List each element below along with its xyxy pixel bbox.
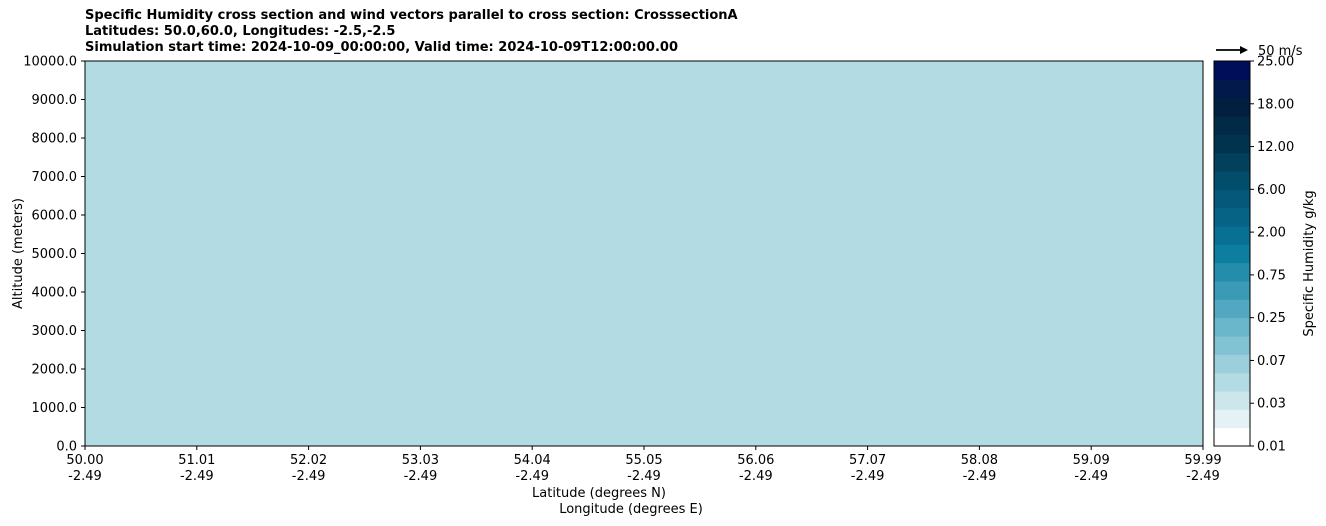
colorbar-swatch <box>1214 299 1250 319</box>
x-tick-label-lon: -2.49 <box>739 469 773 484</box>
colorbar-swatch <box>1214 317 1250 337</box>
colorbar-swatch <box>1214 281 1250 300</box>
colorbar-swatch <box>1214 244 1250 264</box>
x-tick-label-lon: -2.49 <box>1186 469 1220 484</box>
x-tick-label-lon: -2.49 <box>515 469 549 484</box>
y-tick-label: 7000.0 <box>32 170 78 185</box>
colorbar-swatch <box>1214 354 1250 374</box>
x-tick-label-lat: 50.00 <box>66 453 103 468</box>
title-line-1: Specific Humidity cross section and wind… <box>85 8 738 23</box>
y-tick-label: 4000.0 <box>32 286 78 301</box>
x-tick-label-lat: 56.06 <box>737 453 774 468</box>
title-line-3: Simulation start time: 2024-10-09_00:00:… <box>85 40 678 55</box>
colorbar-swatch <box>1214 391 1250 410</box>
colorbar-swatch <box>1214 262 1250 282</box>
y-tick-label: 9000.0 <box>32 93 78 108</box>
colorbar-tick-label: 6.00 <box>1257 183 1286 198</box>
colorbar-frame <box>1213 60 1251 447</box>
x-tick-label-lat: 58.08 <box>961 453 998 468</box>
colorbar-tick-label: 0.01 <box>1257 440 1286 455</box>
y-tick-label: 6000.0 <box>32 209 78 224</box>
x-tick-label-lat: 54.04 <box>514 453 551 468</box>
wind-key-arrow-head <box>1240 46 1248 54</box>
y-tick-label: 3000.0 <box>32 324 78 339</box>
x-axis-label-lon: Longitude (degrees E) <box>559 502 703 517</box>
title-line-2: Latitudes: 50.0,60.0, Longitudes: -2.5,-… <box>85 24 396 39</box>
x-tick-label-lat: 53.03 <box>402 453 439 468</box>
colorbar-swatch <box>1214 134 1250 154</box>
y-tick-label: 1000.0 <box>32 401 78 416</box>
colorbar-label: Specific Humidity g/kg <box>1302 190 1317 336</box>
colorbar-swatch <box>1214 171 1250 190</box>
colorbar-swatch <box>1214 61 1250 80</box>
x-tick-label-lon: -2.49 <box>68 469 102 484</box>
colorbar-tick-label: 2.00 <box>1257 226 1286 241</box>
colorbar-swatch <box>1214 97 1250 117</box>
y-tick-label: 2000.0 <box>32 363 78 378</box>
plot-background <box>85 61 1203 446</box>
colorbar-swatch <box>1214 372 1250 392</box>
x-tick-label-lon: -2.49 <box>1074 469 1108 484</box>
colorbar-tick-label: 0.07 <box>1257 354 1286 369</box>
colorbar-swatch <box>1214 226 1250 245</box>
colorbar-tick-label: 18.00 <box>1257 97 1294 112</box>
x-tick-label-lat: 59.09 <box>1073 453 1110 468</box>
colorbar-tick-label: 0.03 <box>1257 397 1286 412</box>
colorbar-tick-label: 25.00 <box>1257 55 1294 70</box>
x-tick-label-lat: 57.07 <box>849 453 886 468</box>
x-tick-label-lon: -2.49 <box>851 469 885 484</box>
x-tick-label-lon: -2.49 <box>963 469 997 484</box>
x-tick-label-lat: 51.01 <box>178 453 215 468</box>
x-tick-label-lon: -2.49 <box>292 469 326 484</box>
colorbar-tick-label: 0.25 <box>1257 311 1286 326</box>
colorbar-tick-label: 0.75 <box>1257 268 1286 283</box>
x-tick-label-lon: -2.49 <box>627 469 661 484</box>
x-tick-label-lon: -2.49 <box>404 469 438 484</box>
colorbar-swatch <box>1214 207 1250 227</box>
colorbar-swatch <box>1214 152 1250 172</box>
x-tick-label-lat: 52.02 <box>290 453 327 468</box>
colorbar-swatch <box>1214 189 1250 209</box>
colorbar-swatch <box>1214 116 1250 135</box>
colorbar-swatch <box>1214 427 1250 447</box>
y-tick-label: 5000.0 <box>32 247 78 262</box>
x-tick-label-lat: 55.05 <box>625 453 662 468</box>
y-tick-label: 8000.0 <box>32 132 78 147</box>
colorbar-swatch <box>1214 79 1250 99</box>
colorbar-swatch <box>1214 336 1250 355</box>
y-tick-label: 0.0 <box>56 440 77 455</box>
colorbar-swatch <box>1214 409 1250 429</box>
chart-title: Specific Humidity cross section and wind… <box>85 8 738 56</box>
y-tick-label: 10000.0 <box>23 55 77 70</box>
wind-key-label: 50 m/s <box>1258 44 1303 59</box>
x-axis-label-lat: Latitude (degrees N) <box>532 486 666 501</box>
x-tick-label-lat: 59.99 <box>1184 453 1221 468</box>
colorbar-tick-label: 12.00 <box>1257 140 1294 155</box>
y-axis-label: Altitude (meters) <box>11 198 26 309</box>
x-tick-label-lon: -2.49 <box>180 469 214 484</box>
